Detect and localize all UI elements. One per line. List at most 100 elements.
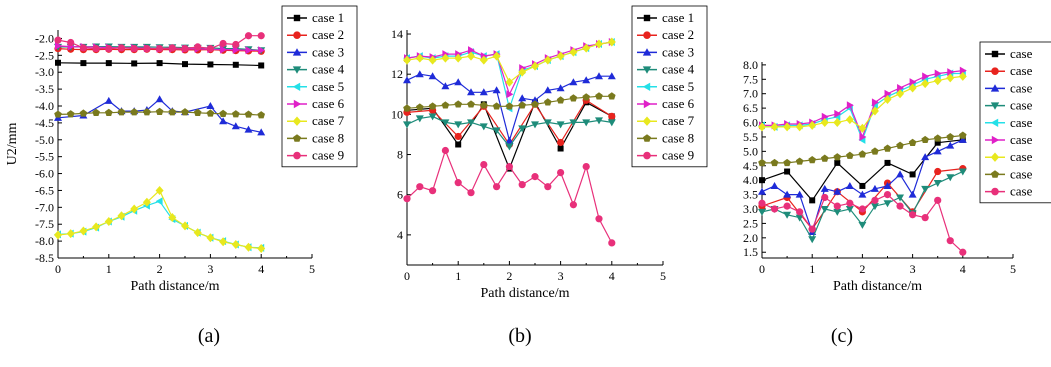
data-point bbox=[206, 233, 215, 243]
data-point bbox=[143, 108, 151, 116]
data-point bbox=[428, 102, 437, 110]
data-point bbox=[958, 168, 967, 176]
data-point bbox=[958, 135, 967, 143]
legend-marker bbox=[293, 151, 301, 160]
data-point bbox=[479, 55, 488, 65]
data-point bbox=[833, 118, 842, 128]
data-point bbox=[934, 69, 942, 78]
chart-panel-0: 0 1 2 3 4 5 -2.0 -2.5 -3.0 -3.5 -4.0 -4.5 -5.0 -5.5 -6… bbox=[5, 5, 358, 294]
y-tick-label: 5.5 bbox=[743, 130, 758, 144]
data-point bbox=[92, 222, 101, 232]
data-point bbox=[117, 44, 126, 52]
data-point bbox=[531, 61, 539, 71]
data-point bbox=[783, 158, 791, 167]
y-tick-label: -5.0 bbox=[35, 133, 54, 147]
data-point bbox=[130, 204, 139, 214]
legend-label: case 5 bbox=[312, 79, 344, 94]
series-3 bbox=[403, 70, 616, 144]
data-point bbox=[479, 101, 488, 109]
series-line bbox=[406, 100, 613, 171]
legend-label: case bbox=[1010, 80, 1033, 95]
data-point bbox=[479, 88, 488, 96]
data-point bbox=[908, 138, 917, 146]
data-point bbox=[582, 76, 591, 84]
data-point bbox=[569, 78, 578, 86]
data-point bbox=[415, 70, 424, 78]
data-point bbox=[219, 237, 228, 247]
data-point bbox=[429, 187, 437, 195]
data-point bbox=[104, 217, 113, 227]
data-point bbox=[557, 145, 564, 152]
data-point bbox=[415, 115, 424, 123]
data-point bbox=[607, 72, 616, 80]
data-point bbox=[783, 190, 792, 198]
data-point bbox=[492, 86, 501, 94]
series-7 bbox=[758, 71, 967, 133]
data-point bbox=[54, 230, 62, 240]
y-tick-label: -3.5 bbox=[35, 82, 54, 96]
series-line bbox=[57, 98, 262, 133]
x-tick-label: 3 bbox=[558, 269, 564, 283]
data-point bbox=[257, 32, 265, 40]
data-point bbox=[155, 185, 164, 195]
x-tick-label: 1 bbox=[106, 262, 112, 276]
x-axis-label: Path distance/m bbox=[480, 286, 569, 301]
y-tick-label: -7.0 bbox=[35, 200, 54, 214]
caption-a: (a) bbox=[197, 325, 221, 347]
legend-label: case bbox=[1010, 98, 1033, 113]
legend-marker bbox=[642, 116, 652, 126]
data-point bbox=[480, 160, 488, 169]
data-point bbox=[506, 90, 514, 99]
data-point bbox=[181, 44, 189, 53]
data-point bbox=[544, 183, 552, 191]
data-point bbox=[582, 93, 591, 101]
legend-marker bbox=[643, 14, 651, 22]
data-point bbox=[232, 61, 239, 68]
data-point bbox=[871, 98, 879, 107]
data-point bbox=[783, 202, 791, 210]
legend-label: case bbox=[1010, 166, 1033, 181]
data-point bbox=[821, 112, 829, 121]
data-point bbox=[808, 225, 816, 233]
data-point bbox=[569, 94, 578, 102]
data-point bbox=[947, 68, 955, 77]
data-point bbox=[454, 100, 463, 108]
data-point bbox=[870, 184, 879, 192]
y-tick-label: 8 bbox=[397, 148, 403, 162]
data-point bbox=[820, 206, 829, 213]
data-point bbox=[582, 162, 590, 171]
legend-label: case bbox=[1010, 149, 1033, 164]
data-point bbox=[883, 200, 892, 208]
data-point bbox=[846, 199, 854, 207]
data-point bbox=[105, 44, 113, 53]
data-point bbox=[518, 94, 527, 102]
data-point bbox=[946, 174, 955, 182]
data-point bbox=[194, 43, 202, 51]
data-point bbox=[958, 71, 967, 81]
data-point bbox=[220, 45, 228, 54]
data-point bbox=[415, 103, 424, 111]
legend-marker bbox=[642, 66, 652, 74]
data-point bbox=[130, 44, 138, 53]
data-point bbox=[54, 36, 62, 44]
data-point bbox=[922, 72, 930, 81]
legend-marker bbox=[991, 50, 999, 58]
data-point bbox=[883, 94, 892, 104]
legend-label: case 7 bbox=[312, 113, 345, 128]
series-3 bbox=[758, 135, 967, 236]
y-tick-label: -6.0 bbox=[35, 167, 54, 181]
legend-label: case 1 bbox=[662, 10, 694, 25]
data-point bbox=[244, 125, 253, 133]
data-point bbox=[531, 121, 539, 129]
data-point bbox=[834, 159, 841, 166]
data-point bbox=[933, 180, 942, 188]
data-point bbox=[543, 119, 552, 127]
y-tick-label: 6.5 bbox=[743, 101, 758, 115]
y-tick-label: 6 bbox=[397, 188, 403, 202]
legend-marker bbox=[643, 99, 652, 109]
legend-marker bbox=[293, 99, 302, 109]
data-point bbox=[845, 181, 854, 189]
data-point bbox=[808, 120, 817, 130]
data-point bbox=[908, 83, 917, 93]
